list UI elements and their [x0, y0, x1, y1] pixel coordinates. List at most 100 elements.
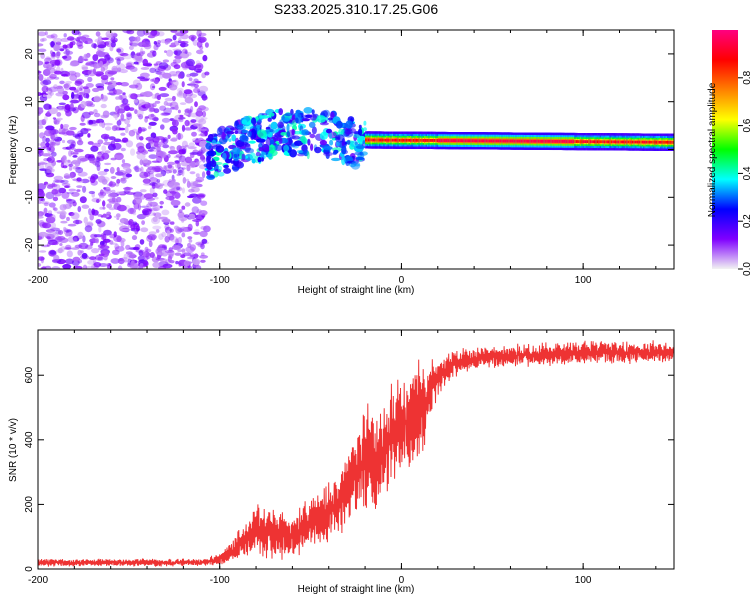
heatmap-cell	[100, 74, 109, 81]
heatmap-cell	[291, 128, 295, 136]
heatmap-cell	[83, 58, 89, 62]
heatmap-cell	[319, 131, 328, 140]
heatmap-cell	[168, 181, 177, 189]
heatmap-cell	[145, 32, 155, 35]
heatmap-cell	[116, 191, 125, 194]
heatmap-cell	[96, 87, 105, 91]
heatmap-cell	[38, 199, 42, 204]
heatmap-cell	[247, 130, 252, 138]
heatmap-cell	[170, 42, 176, 47]
heatmap-cell	[63, 83, 69, 89]
heatmap-cell	[40, 198, 46, 202]
heatmap-cell	[217, 171, 225, 177]
heatmap-cell	[196, 49, 204, 55]
heatmap-cell	[95, 238, 99, 244]
heatmap-cell	[148, 146, 156, 150]
heatmap-cell	[83, 87, 91, 95]
heatmap-cell	[139, 136, 144, 141]
heatmap-cell	[269, 129, 274, 133]
heatmap-cell	[95, 31, 101, 37]
heatmap-cell	[142, 251, 150, 258]
heatmap-cell	[66, 191, 74, 195]
heatmap-cell	[267, 117, 272, 122]
heatmap-cell	[139, 78, 150, 82]
heatmap-cell	[60, 220, 68, 224]
heatmap-cell	[113, 111, 119, 115]
heatmap-cell	[43, 202, 49, 207]
heatmap-cell	[269, 144, 276, 154]
heatmap-cell	[148, 121, 157, 126]
heatmap-cell	[176, 186, 181, 191]
heatmap-cell	[174, 50, 178, 55]
snr-background	[38, 330, 674, 569]
heatmap-cell	[68, 166, 73, 171]
heatmap-cell	[98, 253, 105, 257]
heatmap-cell	[189, 151, 199, 155]
heatmap-cell	[79, 122, 86, 126]
heatmap-cell	[154, 100, 161, 104]
heatmap-cell	[103, 255, 108, 261]
heatmap-cell	[116, 217, 120, 220]
heatmap-cell	[164, 97, 174, 102]
heatmap-cell	[38, 211, 45, 217]
heatmap-cell	[55, 139, 61, 146]
heatmap-cell	[355, 156, 365, 161]
chart-title: S233.2025.310.17.25.G06	[274, 1, 438, 17]
heatmap-cell	[173, 64, 181, 70]
heatmap-cell	[114, 152, 124, 161]
heatmap-cell	[101, 152, 110, 160]
heatmap-cell	[69, 41, 74, 49]
heatmap-cell	[174, 160, 181, 163]
heatmap-cell	[169, 146, 176, 151]
heatmap-cell	[192, 196, 202, 204]
heatmap-cell	[69, 103, 74, 110]
heatmap-cell	[119, 217, 128, 224]
heatmap-cell	[41, 118, 47, 126]
heatmap-cell	[166, 230, 171, 238]
heatmap-cell	[163, 100, 169, 106]
heatmap-cell	[196, 41, 203, 48]
heatmap-cell	[65, 244, 72, 250]
heatmap-cell	[189, 72, 199, 77]
heatmap-cell	[200, 243, 205, 250]
heatmap-cell	[84, 100, 94, 107]
heatmap-cell	[38, 215, 44, 219]
heatmap-cell	[179, 102, 187, 105]
heatmap-cell	[265, 137, 273, 146]
heatmap-cell	[139, 171, 149, 179]
heatmap-cell	[69, 126, 77, 131]
heatmap-cell	[51, 189, 59, 195]
heatmap-cell	[51, 232, 59, 239]
heatmap-cell	[142, 178, 151, 184]
heatmap-cell	[78, 96, 82, 100]
heatmap-cell	[302, 118, 310, 122]
heatmap-cell	[148, 154, 158, 160]
heatmap-cell	[38, 213, 42, 217]
heatmap-cell	[189, 182, 198, 189]
heatmap-cell	[71, 91, 75, 99]
heatmap-cell	[234, 130, 239, 134]
x-tick-label: -100	[210, 275, 230, 286]
heatmap-cell	[71, 191, 80, 197]
heatmap-cell	[69, 62, 79, 67]
heatmap-cell	[115, 171, 124, 176]
heatmap-cell	[269, 139, 275, 145]
heatmap-cell	[132, 246, 140, 251]
heatmap-cell	[200, 259, 206, 263]
heatmap-cell	[77, 206, 82, 213]
heatmap-cell	[81, 204, 90, 209]
heatmap-cell	[70, 247, 80, 250]
heatmap-cell	[314, 146, 322, 154]
heatmap-cell	[89, 160, 97, 164]
heatmap-cell	[156, 179, 161, 183]
heatmap-cell	[53, 133, 58, 140]
heatmap-cell	[66, 199, 76, 204]
heatmap-cell	[177, 87, 184, 93]
heatmap-cell	[185, 178, 190, 182]
heatmap-cell	[672, 140, 674, 144]
heatmap-cell	[335, 120, 343, 129]
heatmap-cell	[255, 151, 261, 157]
heatmap-cell	[121, 159, 126, 164]
heatmap-cell	[110, 258, 120, 264]
heatmap-cell	[202, 54, 208, 62]
